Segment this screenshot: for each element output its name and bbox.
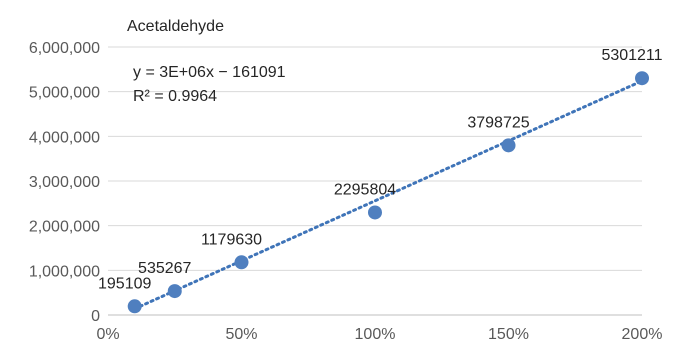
data-point <box>127 299 142 314</box>
data-label: 3798725 <box>467 114 529 131</box>
chart-title: Acetaldehyde <box>127 18 224 35</box>
y-tick-label: 0 <box>91 308 100 325</box>
data-point <box>167 284 182 299</box>
data-label: 195109 <box>98 275 151 292</box>
axes: 0 1,000,000 2,000,000 3,000,000 4,000,000 5,0… <box>29 40 663 343</box>
data-point <box>501 138 516 153</box>
trendline-r-squared: R² = 0.9964 <box>133 88 217 105</box>
y-tick-label: 6,000,000 <box>29 40 100 57</box>
trendline-layer <box>133 79 644 311</box>
trendline-equation: y = 3E+06x − 161091 <box>133 64 286 81</box>
x-tick-label: 50% <box>225 326 257 343</box>
points-layer <box>127 71 649 314</box>
x-tick-label: 0% <box>96 326 119 343</box>
data-label: 1179630 <box>201 231 262 248</box>
data-label: 535267 <box>138 260 191 277</box>
data-point <box>368 205 382 220</box>
y-tick-label: 2,000,000 <box>29 219 100 236</box>
data-point <box>234 255 249 270</box>
y-tick-label: 5,000,000 <box>29 85 100 102</box>
y-tick-label: 4,000,000 <box>29 129 100 146</box>
y-tick-label: 3,000,000 <box>29 174 100 191</box>
data-label: 5301211 <box>601 47 662 64</box>
y-tick-label: 1,000,000 <box>29 263 100 280</box>
x-tick-label: 150% <box>488 326 529 343</box>
gridlines <box>108 46 642 271</box>
data-label: 2295804 <box>334 181 396 198</box>
data-point <box>635 71 649 86</box>
annotations-layer: Acetaldehyde y = 3E+06x − 161091 R² = 0.… <box>127 18 286 105</box>
x-tick-label: 100% <box>355 326 396 343</box>
x-tick-label: 200% <box>622 326 663 343</box>
trendline <box>133 79 644 311</box>
